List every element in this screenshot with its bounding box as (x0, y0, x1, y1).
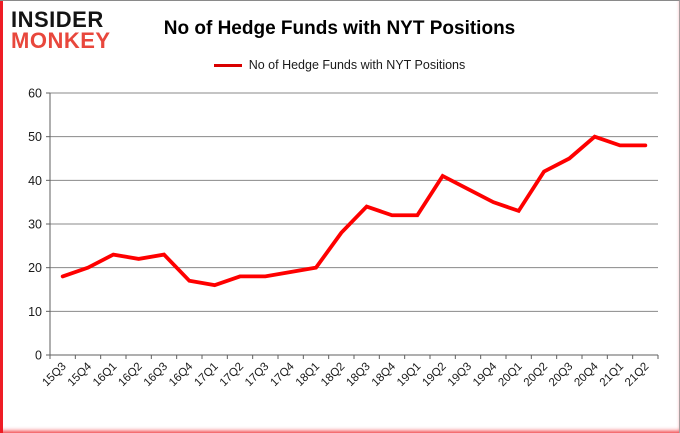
x-axis-label: 16Q2 (116, 361, 144, 389)
x-axis-label: 17Q2 (218, 361, 246, 389)
x-axis-label: 18Q1 (294, 361, 322, 389)
x-axis-label: 19Q3 (446, 361, 474, 389)
x-axis-label: 15Q3 (40, 361, 68, 389)
x-axis-label: 18Q3 (344, 361, 372, 389)
y-axis-label: 20 (28, 261, 42, 275)
x-axis-label: 21Q1 (598, 361, 626, 389)
x-axis-label: 17Q4 (268, 360, 297, 389)
x-axis-label: 17Q3 (243, 361, 271, 389)
x-axis-label: 20Q3 (547, 361, 575, 389)
chart-legend: No of Hedge Funds with NYT Positions (0, 58, 679, 72)
x-axis-label: 15Q4 (66, 360, 95, 389)
x-axis-label: 16Q1 (91, 361, 119, 389)
y-axis-label: 0 (35, 349, 42, 363)
y-axis-label: 60 (28, 87, 42, 101)
x-axis-label: 17Q1 (192, 361, 220, 389)
logo-line-monkey: MONKEY (11, 27, 111, 53)
x-axis-label: 20Q4 (572, 360, 601, 389)
y-axis-label: 50 (28, 130, 42, 144)
x-axis-label: 20Q1 (496, 361, 524, 389)
y-axis-label: 10 (28, 305, 42, 319)
legend-label: No of Hedge Funds with NYT Positions (248, 58, 466, 72)
logo-line-insider: INSIDER (11, 7, 104, 32)
x-axis-label: 20Q2 (522, 361, 550, 389)
x-axis-label: 16Q4 (167, 360, 196, 389)
insider-monkey-logo: INSIDER MONKEY (11, 7, 111, 53)
x-axis-label: 19Q1 (395, 361, 423, 389)
legend-line-swatch (213, 63, 242, 67)
x-axis-label: 16Q3 (142, 361, 170, 389)
series-line (60, 134, 648, 288)
y-axis-label: 40 (28, 174, 42, 188)
x-axis-label: 18Q2 (319, 361, 347, 389)
y-axis-label: 30 (28, 218, 42, 232)
x-axis-label: 19Q2 (420, 361, 448, 389)
chart-title: No of Hedge Funds with NYT Positions (163, 18, 516, 39)
x-axis-label: 21Q2 (623, 361, 651, 389)
x-axis-label: 18Q4 (370, 360, 399, 389)
x-axis-label: 19Q4 (471, 360, 500, 389)
